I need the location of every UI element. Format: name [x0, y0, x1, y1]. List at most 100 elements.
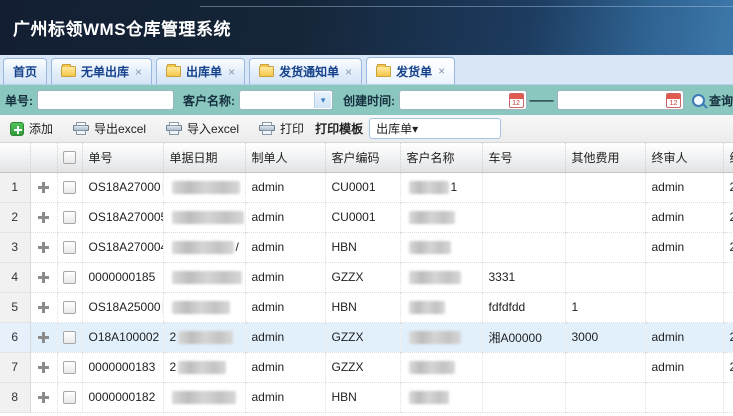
checkbox-cell [57, 172, 83, 203]
customer-code-cell: CU0001 [325, 202, 401, 233]
header-maker[interactable]: 制单人 [245, 143, 326, 173]
doc-date-cell [163, 172, 246, 203]
calendar-icon[interactable] [665, 93, 681, 108]
redacted-text [171, 271, 242, 285]
vehicle-no-cell [482, 232, 566, 263]
header-vehicle-no[interactable]: 车号 [482, 143, 566, 173]
order-no-cell: 0000000183 [82, 352, 164, 383]
tab-home[interactable]: 首页 [3, 58, 48, 84]
expand-icon[interactable] [37, 301, 50, 314]
header-checkbox-cell [57, 143, 83, 173]
order-no-input[interactable] [37, 90, 174, 110]
checkbox-cell [57, 352, 83, 383]
close-icon[interactable]: × [438, 64, 446, 78]
row-number-cell: 6 [0, 322, 31, 353]
redacted-text [171, 241, 234, 255]
row-checkbox[interactable] [63, 271, 76, 285]
expand-icon[interactable] [37, 181, 50, 194]
row-checkbox[interactable] [63, 361, 76, 375]
review-date-cell: 2 [723, 172, 733, 203]
tab-shipping-order[interactable]: 发货单 × [366, 57, 456, 84]
vehicle-no-cell [482, 352, 566, 383]
created-from-input[interactable] [399, 90, 527, 110]
tab-no-order-outbound[interactable]: 无单出库 × [51, 58, 153, 84]
redacted-text [408, 241, 451, 255]
final-reviewer-cell: admin [645, 232, 724, 263]
customer-code-cell: GZZX [325, 262, 401, 293]
checkbox-cell [57, 382, 83, 413]
table-row[interactable]: 5 OS18A25000 admin HBN fdfdfdd 1 [0, 292, 733, 323]
export-excel-button[interactable]: 导出excel [70, 118, 149, 139]
expand-icon[interactable] [37, 391, 50, 404]
expand-icon[interactable] [37, 271, 50, 284]
final-reviewer-cell: admin [645, 352, 724, 383]
vehicle-no-cell [482, 382, 566, 413]
table-row[interactable]: 4 0000000185 admin GZZX 3331 [0, 262, 733, 293]
customer-name-cell [400, 382, 483, 413]
close-icon[interactable]: × [228, 64, 236, 79]
created-to-input[interactable] [556, 90, 684, 110]
close-icon[interactable]: × [135, 64, 143, 79]
customer-name-cell [400, 202, 483, 233]
header-other-fees[interactable]: 其他费用 [565, 143, 646, 173]
search-button[interactable]: 查询 [691, 92, 733, 109]
expand-icon[interactable] [37, 331, 50, 344]
app-title: 广州标领WMS仓库管理系统 [13, 20, 232, 39]
vehicle-no-cell: 湘A00000 [482, 322, 566, 353]
review-date-cell [723, 262, 733, 293]
row-checkbox[interactable] [63, 211, 76, 225]
order-no-cell: OS18A27000 [82, 172, 164, 203]
review-date-cell [723, 382, 733, 413]
chevron-down-icon[interactable]: ▾ [314, 92, 332, 108]
row-checkbox[interactable] [63, 181, 76, 195]
row-number-cell: 1 [0, 172, 31, 203]
header-customer-code[interactable]: 客户编码 [325, 143, 401, 173]
tab-shipping-notice[interactable]: 发货通知单 × [249, 58, 363, 84]
header-final-reviewer[interactable]: 终审人 [645, 143, 724, 173]
print-template-value: 出库单 [376, 122, 413, 136]
add-button[interactable]: 添加 [7, 118, 56, 139]
calendar-icon[interactable] [508, 93, 524, 108]
order-no-cell: 0000000185 [82, 262, 164, 293]
table-row[interactable]: 2OS18A270005adminCU0001admin2 [0, 202, 733, 233]
other-fees-cell: 1 [565, 292, 646, 323]
order-no-cell: 0000000182 [82, 382, 164, 413]
tab-outbound-order[interactable]: 出库单 × [156, 58, 246, 84]
customer-select[interactable]: ▾ [239, 90, 334, 110]
row-checkbox[interactable] [63, 391, 76, 405]
table-row[interactable]: 8 0000000182 admin HBN [0, 382, 733, 413]
print-button[interactable]: 打印 [256, 118, 307, 139]
expand-icon[interactable] [37, 361, 50, 374]
chevron-down-icon[interactable]: ▾ [412, 121, 419, 136]
vehicle-no-cell: 3331 [482, 262, 566, 293]
header-order-no[interactable]: 单号 [82, 143, 164, 173]
row-checkbox[interactable] [63, 331, 76, 345]
expand-icon[interactable] [37, 241, 50, 254]
header-doc-date[interactable]: 单据日期 [163, 143, 246, 173]
row-checkbox[interactable] [63, 241, 76, 255]
customer-name-cell: 1 [400, 172, 483, 203]
header-review-date[interactable]: 终审日期 [723, 143, 733, 173]
header-customer-name[interactable]: 客户名称 [400, 143, 483, 173]
redacted-text [171, 301, 230, 315]
review-date-cell: 2 [723, 352, 733, 383]
import-excel-button[interactable]: 导入excel [163, 118, 242, 139]
expand-icon[interactable] [37, 211, 50, 224]
row-number-cell: 4 [0, 262, 31, 293]
add-button-label: 添加 [29, 122, 54, 136]
select-all-checkbox[interactable] [63, 151, 76, 165]
doc-date-cell [163, 262, 246, 293]
row-number-cell: 2 [0, 202, 31, 233]
close-icon[interactable]: × [345, 64, 353, 79]
table-row[interactable]: 6O18A1000022adminGZZX湘A000003000admin2 [0, 322, 733, 353]
customer-name-cell [400, 262, 483, 293]
table-row[interactable]: 700000001832adminGZZXadmin2 [0, 352, 733, 383]
print-template-select[interactable]: 出库单 ▾ [369, 118, 502, 139]
toolbar: 添加 导出excel 导入excel 打印 打印模板 出库单 ▾ [0, 115, 733, 143]
redacted-text [408, 361, 455, 375]
row-checkbox[interactable] [63, 301, 76, 315]
redacted-text [408, 331, 461, 345]
